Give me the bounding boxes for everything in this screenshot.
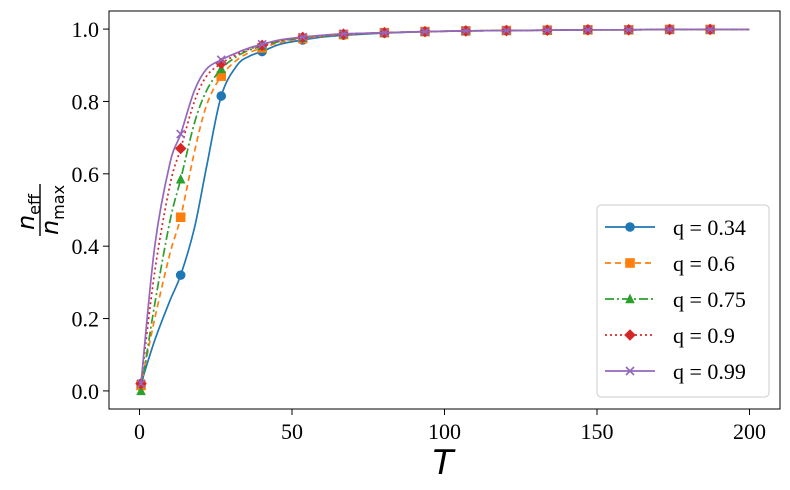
data-point-q-0-99-5: [338, 29, 349, 39]
legend-item-q-0-6: q = 0.6: [605, 251, 735, 276]
series-layer: [135, 23, 750, 396]
data-point-q-0-99-0: [136, 379, 146, 389]
data-point-q-0-99-1: [176, 129, 186, 139]
legend-marker-q-0-99: [625, 366, 635, 376]
ticks-layer: 0 50 100 150 200 0.0 0.2 0.4 0.6 0.8 1.0: [72, 17, 767, 444]
series-q-0-99: [136, 24, 750, 389]
legend-label-q-0-34: q = 0.34: [673, 215, 746, 240]
legend-entries: q = 0.34 q = 0.6 q = 0.75 q = 0.9 q = 0.99: [605, 215, 746, 384]
x-axis-label: T: [433, 443, 456, 483]
data-point-q-0-9-1: [174, 142, 187, 155]
legend-item-q-0-99: q = 0.99: [605, 359, 746, 384]
y-tick-label-5: 1.0: [72, 17, 100, 42]
legend-label-q-0-6: q = 0.6: [673, 251, 735, 276]
data-point-q-0-75-1: [175, 173, 186, 184]
y-label-numerator-symbol: n: [12, 215, 40, 230]
data-point-q-0-99-4: [298, 32, 308, 42]
data-point-q-0-99-8: [461, 26, 471, 36]
data-point-q-0-6-2: [216, 71, 227, 81]
legend-marker-q-0-75: [625, 293, 635, 304]
data-point-q-0-99-2: [216, 55, 226, 65]
data-point-q-0-99-10: [542, 25, 552, 35]
data-point-q-0-99-3: [257, 39, 267, 49]
y-tick-label-2: 0.4: [72, 234, 100, 259]
legend-box: [596, 204, 770, 398]
data-point-q-0-34-1: [175, 270, 186, 280]
x-tick-label-4: 200: [733, 419, 766, 444]
legend: q = 0.34 q = 0.6 q = 0.75 q = 0.9 q = 0.99: [596, 204, 770, 398]
data-point-q-0-99-9: [501, 25, 511, 36]
legend-marker-q-0-9: [624, 329, 636, 341]
x-tick-label-0: 0: [134, 419, 145, 444]
y-label-numerator-sub: eff: [25, 193, 44, 215]
data-point-q-0-9-2: [215, 57, 228, 70]
y-label-denominator-symbol: n: [36, 220, 64, 235]
x-tick-label-2: 100: [428, 419, 461, 444]
y-tick-label-4: 0.8: [72, 89, 100, 114]
legend-marker-q-0-34: [625, 222, 635, 232]
legend-label-q-0-9: q = 0.9: [673, 323, 735, 348]
legend-label-q-0-99: q = 0.99: [673, 359, 746, 384]
data-point-q-0-6-1: [175, 212, 186, 223]
legend-label-q-0-75: q = 0.75: [673, 287, 746, 312]
data-point-q-0-99-12: [624, 25, 634, 35]
y-tick-label-0: 0.0: [72, 379, 100, 404]
legend-item-q-0-9: q = 0.9: [605, 323, 735, 348]
data-point-q-0-34-2: [216, 91, 227, 101]
y-tick-label-1: 0.2: [72, 307, 100, 332]
y-tick-label-3: 0.6: [72, 162, 100, 187]
x-tick-label-1: 50: [281, 419, 303, 444]
x-tick-label-3: 150: [581, 419, 614, 444]
legend-marker-q-0-6: [625, 258, 635, 268]
data-point-q-0-99-13: [665, 24, 675, 35]
data-point-q-0-99-7: [420, 27, 430, 37]
legend-item-q-0-34: q = 0.34: [605, 215, 746, 240]
data-point-q-0-99-14: [705, 24, 715, 35]
x-axis-label-text: T: [433, 443, 456, 483]
y-label-numerator: neff: [12, 193, 44, 230]
legend-item-q-0-75: q = 0.75: [605, 287, 746, 312]
y-label-denominator-sub: max: [49, 185, 68, 220]
data-point-q-0-99-6: [379, 28, 389, 38]
y-axis-label: neff nmax: [12, 184, 68, 236]
data-point-q-0-99-11: [583, 25, 593, 35]
data-point-q-0-75-0: [136, 385, 146, 396]
y-label-denominator: nmax: [36, 185, 68, 235]
